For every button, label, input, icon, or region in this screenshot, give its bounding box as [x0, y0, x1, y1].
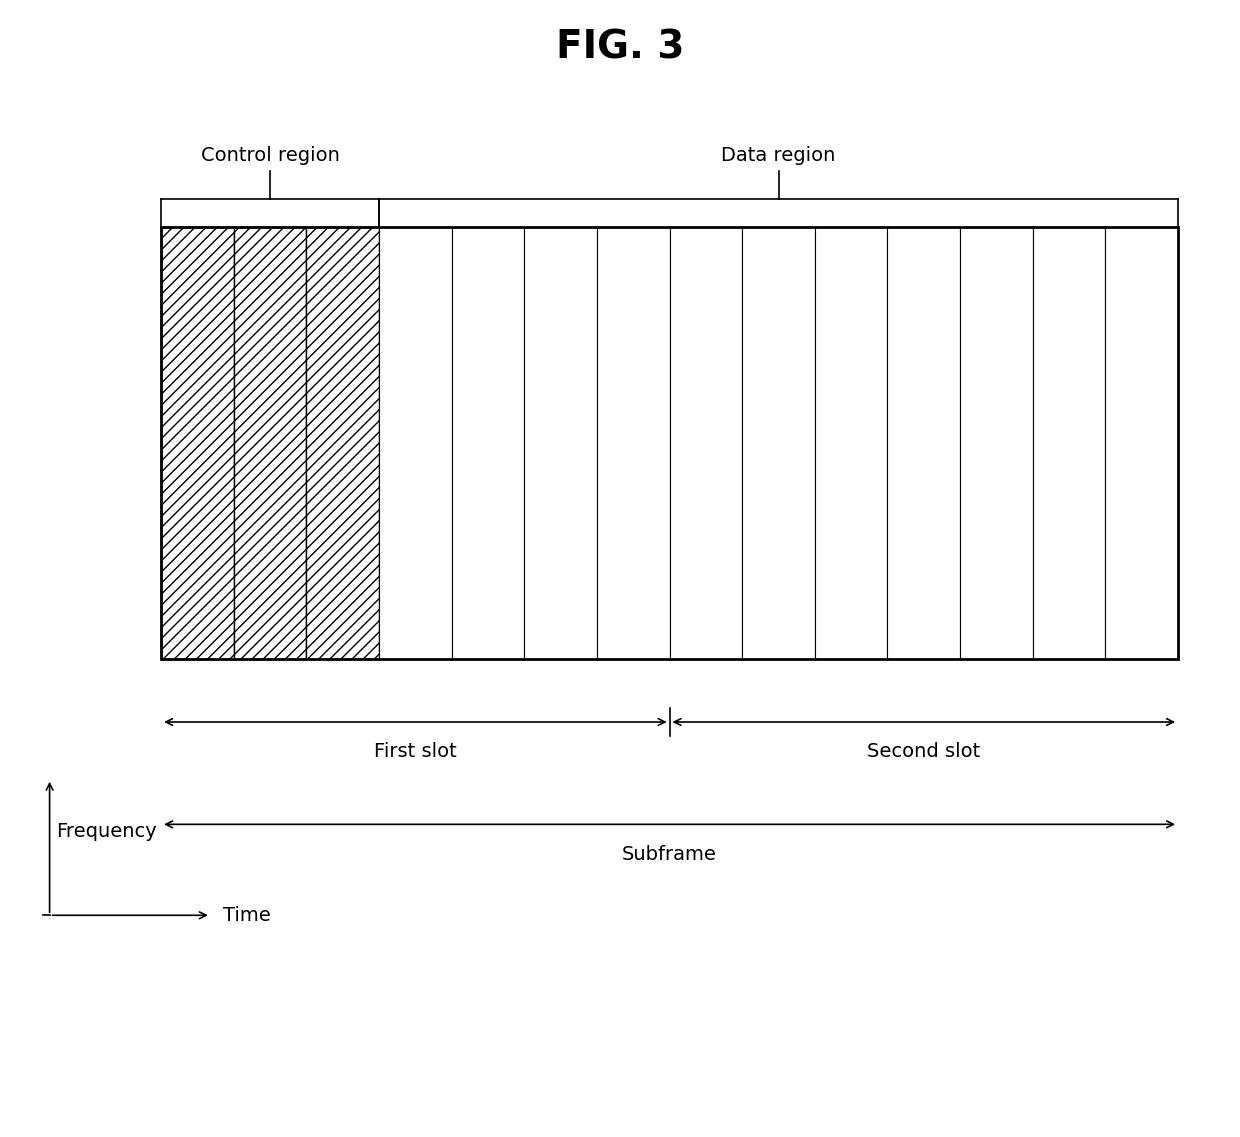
Bar	[451, 227, 525, 659]
Text: Data region: Data region	[722, 146, 836, 165]
Bar	[596, 227, 670, 659]
Bar	[743, 227, 815, 659]
Bar	[960, 227, 1033, 659]
Text: Frequency: Frequency	[56, 822, 156, 841]
Bar	[161, 227, 1178, 659]
Bar	[525, 227, 596, 659]
Bar	[1105, 227, 1178, 659]
Text: First slot: First slot	[374, 742, 456, 762]
Bar	[815, 227, 888, 659]
Text: Control region: Control region	[201, 146, 340, 165]
Bar	[161, 227, 234, 659]
Bar	[670, 227, 743, 659]
Text: Time: Time	[223, 906, 272, 924]
Bar	[1033, 227, 1105, 659]
Bar	[234, 227, 306, 659]
Bar	[306, 227, 379, 659]
Text: FIG. 3: FIG. 3	[556, 28, 684, 66]
Text: Second slot: Second slot	[867, 742, 981, 762]
Text: Subframe: Subframe	[622, 845, 717, 864]
Bar	[379, 227, 451, 659]
Bar	[888, 227, 960, 659]
